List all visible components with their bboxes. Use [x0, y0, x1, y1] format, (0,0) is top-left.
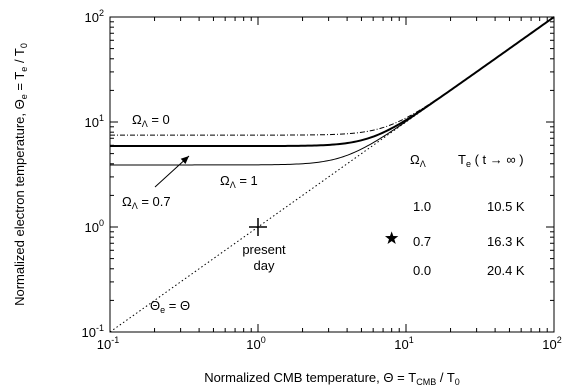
series-line-omega-1 [110, 16, 555, 166]
table-cell-te: 10.5 K [487, 199, 525, 214]
series-line-omega-0 [110, 16, 555, 136]
table-header-omega: ΩΛ [410, 152, 426, 169]
x-tick-label: 100 [246, 335, 265, 352]
major-ticks [109, 16, 555, 333]
y-tick-label: 100 [85, 218, 104, 235]
y-axis-label: Normalized electron temperature, Θe = Te… [12, 43, 29, 306]
star-marker [385, 231, 399, 244]
plot-frame [109, 16, 555, 333]
annotation-omega-0-7: ΩΛ = 0.7 [122, 194, 171, 211]
identity-line [109, 16, 555, 333]
table-cell-omega: 0.0 [413, 263, 431, 278]
table-cell-omega: 0.7 [413, 234, 431, 249]
x-tick-label: 102 [542, 335, 561, 352]
table-cell-te: 16.3 K [487, 234, 525, 249]
annotation-identity: Θe = Θ [150, 298, 190, 315]
x-tick-label: 10-1 [97, 335, 119, 352]
tick-labels: 10-1 100 101 102 10-1 100 101 102 [82, 8, 562, 352]
annotation-omega-1: ΩΛ = 1 [220, 173, 258, 190]
annotation-present: present [242, 242, 286, 257]
y-tick-label: 10-1 [82, 323, 104, 340]
table-header-te: Te ( t → ∞ ) [458, 152, 524, 169]
table-cell-te: 20.4 K [487, 263, 525, 278]
table-cell-omega: 1.0 [413, 199, 431, 214]
annotation-day: day [254, 258, 275, 273]
y-tick-label: 102 [85, 8, 104, 25]
annotation-omega-0: ΩΛ = 0 [132, 112, 170, 129]
series-group [109, 16, 555, 333]
minor-ticks [110, 17, 554, 332]
x-tick-label: 101 [394, 335, 413, 352]
y-tick-label: 101 [85, 113, 104, 130]
x-axis-label: Normalized CMB temperature, Θ = TCMB / T… [204, 370, 460, 387]
series-line-omega-0-7 [110, 16, 555, 148]
annotation-arrow-head [180, 156, 189, 164]
